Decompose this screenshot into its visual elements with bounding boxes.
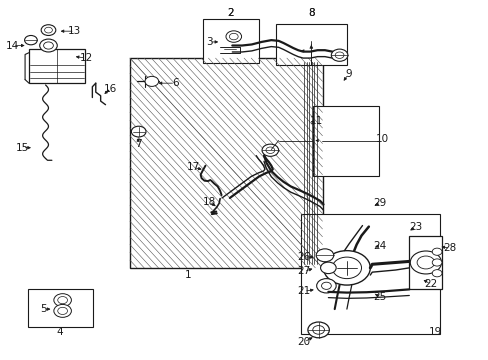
Text: 1: 1	[185, 270, 191, 280]
Circle shape	[225, 31, 241, 42]
Text: 8: 8	[307, 8, 314, 18]
Circle shape	[131, 126, 146, 137]
Circle shape	[307, 322, 329, 338]
Text: 3: 3	[205, 37, 212, 47]
Text: 6: 6	[172, 78, 178, 88]
Text: 26: 26	[297, 252, 310, 262]
Circle shape	[54, 305, 71, 318]
Text: 27: 27	[297, 266, 310, 276]
Text: 23: 23	[408, 222, 422, 231]
Bar	[312, 107, 378, 176]
Text: 18: 18	[203, 197, 216, 207]
Circle shape	[43, 42, 53, 49]
Text: 8: 8	[307, 8, 314, 18]
Text: 28: 28	[443, 243, 456, 253]
Text: 24: 24	[373, 241, 386, 251]
Text: 25: 25	[373, 292, 386, 302]
Circle shape	[316, 279, 335, 293]
Circle shape	[416, 256, 434, 269]
Text: 13: 13	[68, 26, 81, 36]
Bar	[300, 214, 439, 334]
Bar	[27, 289, 93, 327]
Circle shape	[265, 147, 274, 153]
Text: 29: 29	[373, 198, 386, 208]
Circle shape	[331, 257, 361, 279]
Text: 7: 7	[135, 139, 141, 149]
Circle shape	[44, 27, 52, 33]
Circle shape	[431, 270, 441, 277]
Circle shape	[320, 262, 335, 274]
Text: 17: 17	[186, 162, 200, 172]
Text: 20: 20	[297, 337, 310, 347]
Bar	[29, 49, 85, 83]
Text: 2: 2	[227, 8, 234, 18]
Circle shape	[431, 248, 441, 255]
Text: 9: 9	[345, 69, 351, 79]
Text: 11: 11	[309, 116, 323, 126]
Circle shape	[330, 49, 347, 61]
Text: 16: 16	[103, 84, 117, 94]
Text: 22: 22	[423, 279, 436, 289]
Text: 12: 12	[79, 53, 92, 63]
Circle shape	[54, 294, 71, 307]
Circle shape	[431, 259, 441, 266]
Circle shape	[41, 25, 56, 36]
Circle shape	[409, 251, 441, 274]
Text: 2: 2	[227, 8, 234, 18]
Text: 10: 10	[375, 134, 388, 144]
Circle shape	[24, 36, 37, 45]
Circle shape	[321, 282, 330, 289]
Circle shape	[323, 251, 369, 285]
Circle shape	[58, 307, 67, 315]
Text: 5: 5	[40, 304, 46, 314]
Text: 14: 14	[6, 41, 20, 50]
Circle shape	[145, 76, 158, 86]
Bar	[408, 235, 442, 289]
Circle shape	[40, 39, 57, 52]
Bar	[276, 24, 346, 65]
Circle shape	[312, 325, 324, 334]
Circle shape	[334, 52, 343, 58]
Text: 19: 19	[428, 327, 441, 337]
Circle shape	[58, 297, 67, 304]
Text: 21: 21	[297, 286, 310, 296]
Text: 15: 15	[16, 143, 29, 153]
Circle shape	[316, 249, 333, 262]
Circle shape	[229, 33, 238, 40]
Bar	[203, 19, 259, 63]
Text: 4: 4	[57, 327, 63, 337]
Circle shape	[262, 144, 278, 156]
Bar	[130, 58, 322, 268]
